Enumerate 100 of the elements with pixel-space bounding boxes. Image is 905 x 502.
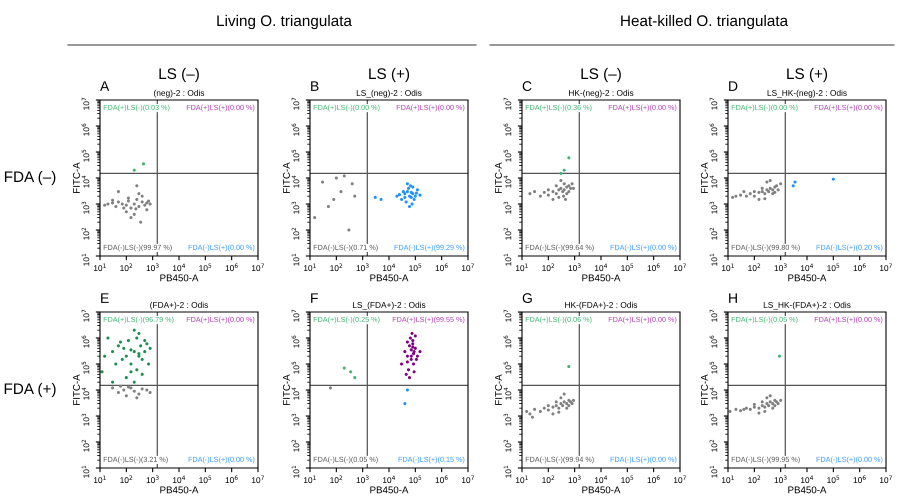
y-tick-label: 10$^{4}$ xyxy=(82,388,90,400)
y-tick-label: 10$^{2}$ xyxy=(710,228,718,240)
x-tick-label: 10$^{2}$ xyxy=(542,475,554,484)
x-tick-label: 10$^{1}$ xyxy=(516,264,528,272)
x-tick-label: 10$^{4}$ xyxy=(800,476,814,484)
x-axis-title: PB450-A xyxy=(788,274,826,282)
x-axis-title: PB450-A xyxy=(160,274,198,282)
y-tick-label: 10$^{3}$ xyxy=(292,414,300,426)
text: F xyxy=(311,293,318,303)
y-tick-label: 10$^{7}$ xyxy=(82,98,90,110)
x-tick-label: 10$^{1}$ xyxy=(94,264,106,272)
y-tick-label: 10$^{7}$ xyxy=(292,98,300,110)
y-tick-label: 10$^{2}$ xyxy=(710,440,718,452)
y-tick-label: 10$^{3}$ xyxy=(82,202,90,214)
x-tick-label: 10$^{6}$ xyxy=(648,475,660,484)
x-tick-label: 10$^{6}$ xyxy=(226,475,238,484)
y-tick-label: 10$^{2}$ xyxy=(82,228,90,240)
y-tick-label: 10$^{5}$ xyxy=(82,362,90,374)
y-tick-label: 10$^{4}$ xyxy=(710,388,718,400)
text: FDA (–) xyxy=(4,170,56,186)
x-tick-label: 10$^{7}$ xyxy=(462,476,474,484)
x-tick-label: 10$^{1}$ xyxy=(516,476,528,484)
y-tick-label: 10$^{6}$ xyxy=(504,336,512,348)
x-tick-label: 10$^{3}$ xyxy=(356,263,369,272)
y-tick-label: 10$^{7}$ xyxy=(710,98,718,110)
x-tick-label: 10$^{4}$ xyxy=(800,264,814,272)
x-tick-label: 10$^{5}$ xyxy=(827,476,840,484)
text: Heat-killed O. triangulata xyxy=(621,14,788,30)
chart-title: LS_HK-(FDA+)-2 : Odis xyxy=(764,302,851,310)
y-tick-label: 10$^{2}$ xyxy=(504,228,512,240)
text: D xyxy=(729,81,738,91)
y-tick-label: 10$^{3}$ xyxy=(292,202,300,214)
x-axis-title: PB450-A xyxy=(370,486,408,494)
x-tick-label: 10$^{5}$ xyxy=(199,264,212,272)
y-tick-label: 10$^{5}$ xyxy=(504,150,512,162)
y-tick-label: 10$^{3}$ xyxy=(710,202,718,214)
x-tick-label: 10$^{6}$ xyxy=(436,263,448,272)
x-tick-label: 10$^{3}$ xyxy=(146,263,159,272)
text: E xyxy=(101,293,109,303)
y-tick-label: 10$^{7}$ xyxy=(292,310,300,322)
y-tick-label: 10$^{6}$ xyxy=(504,124,512,136)
y-tick-label: 10$^{2}$ xyxy=(82,440,90,452)
x-tick-label: 10$^{4}$ xyxy=(594,264,608,272)
y-tick-label: 10$^{5}$ xyxy=(710,362,718,374)
x-tick-label: 10$^{3}$ xyxy=(774,475,787,484)
y-tick-label: 10$^{2}$ xyxy=(292,440,300,452)
y-tick-label: 10$^{6}$ xyxy=(82,124,90,136)
x-tick-label: 10$^{1}$ xyxy=(722,264,734,272)
x-tick-label: 10$^{1}$ xyxy=(304,264,316,272)
x-tick-label: 10$^{6}$ xyxy=(854,475,866,484)
x-tick-label: 10$^{2}$ xyxy=(120,263,132,272)
x-axis-title: PB450-A xyxy=(370,274,408,282)
y-tick-label: 10$^{7}$ xyxy=(504,98,512,110)
text: A xyxy=(100,81,110,91)
chart-title: HK-(FDA+)-2 : Odis xyxy=(565,302,638,310)
x-tick-label: 10$^{4}$ xyxy=(172,264,186,272)
x-tick-label: 10$^{3}$ xyxy=(146,475,159,484)
y-tick-label: 10$^{6}$ xyxy=(82,336,90,348)
x-tick-label: 10$^{1}$ xyxy=(722,476,734,484)
x-tick-label: 10$^{2}$ xyxy=(120,475,132,484)
x-tick-label: 10$^{5}$ xyxy=(199,476,212,484)
x-tick-label: 10$^{7}$ xyxy=(880,476,892,484)
chart-subtitle: LS (+) xyxy=(369,68,410,82)
x-tick-label: 10$^{5}$ xyxy=(621,476,634,484)
x-tick-label: 10$^{2}$ xyxy=(542,263,554,272)
x-tick-label: 10$^{7}$ xyxy=(674,264,686,272)
x-tick-label: 10$^{6}$ xyxy=(436,475,448,484)
chart-title: (FDA+)-2 : Odis xyxy=(150,302,208,310)
y-tick-label: 10$^{7}$ xyxy=(710,310,718,322)
y-axis-title: FITC-A xyxy=(495,162,502,193)
x-tick-label: 10$^{7}$ xyxy=(252,264,264,272)
x-tick-label: 10$^{3}$ xyxy=(568,263,581,272)
y-tick-label: 10$^{7}$ xyxy=(82,310,90,322)
y-tick-label: 10$^{7}$ xyxy=(504,310,512,322)
x-tick-label: 10$^{7}$ xyxy=(252,476,264,484)
text: C xyxy=(522,81,532,92)
y-tick-label: 10$^{5}$ xyxy=(292,362,300,374)
x-axis-title: PB450-A xyxy=(788,486,826,494)
y-axis-title: FITC-A xyxy=(73,374,80,405)
x-tick-label: 10$^{3}$ xyxy=(568,475,581,484)
x-tick-label: 10$^{6}$ xyxy=(854,263,866,272)
y-tick-label: 10$^{3}$ xyxy=(504,202,512,214)
y-axis-title: FITC-A xyxy=(495,374,502,405)
x-tick-label: 10$^{1}$ xyxy=(94,476,106,484)
y-tick-label: 10$^{6}$ xyxy=(710,124,718,136)
y-axis-title: FITC-A xyxy=(73,162,80,193)
x-tick-label: 10$^{5}$ xyxy=(621,264,634,272)
y-tick-label: 10$^{5}$ xyxy=(504,362,512,374)
x-tick-label: 10$^{2}$ xyxy=(748,475,760,484)
chart-title: HK-(neg)-2 : Odis xyxy=(569,90,634,98)
x-tick-label: 10$^{6}$ xyxy=(226,263,238,272)
y-tick-label: 10$^{5}$ xyxy=(292,150,300,162)
x-tick-label: 10$^{7}$ xyxy=(880,264,892,272)
x-tick-label: 10$^{5}$ xyxy=(409,264,422,272)
y-tick-label: 10$^{4}$ xyxy=(504,388,512,400)
y-tick-label: 10$^{4}$ xyxy=(292,176,300,188)
x-tick-label: 10$^{2}$ xyxy=(330,263,342,272)
x-tick-label: 10$^{7}$ xyxy=(674,476,686,484)
text: FDA (+) xyxy=(4,382,56,398)
y-tick-label: 10$^{4}$ xyxy=(504,176,512,188)
